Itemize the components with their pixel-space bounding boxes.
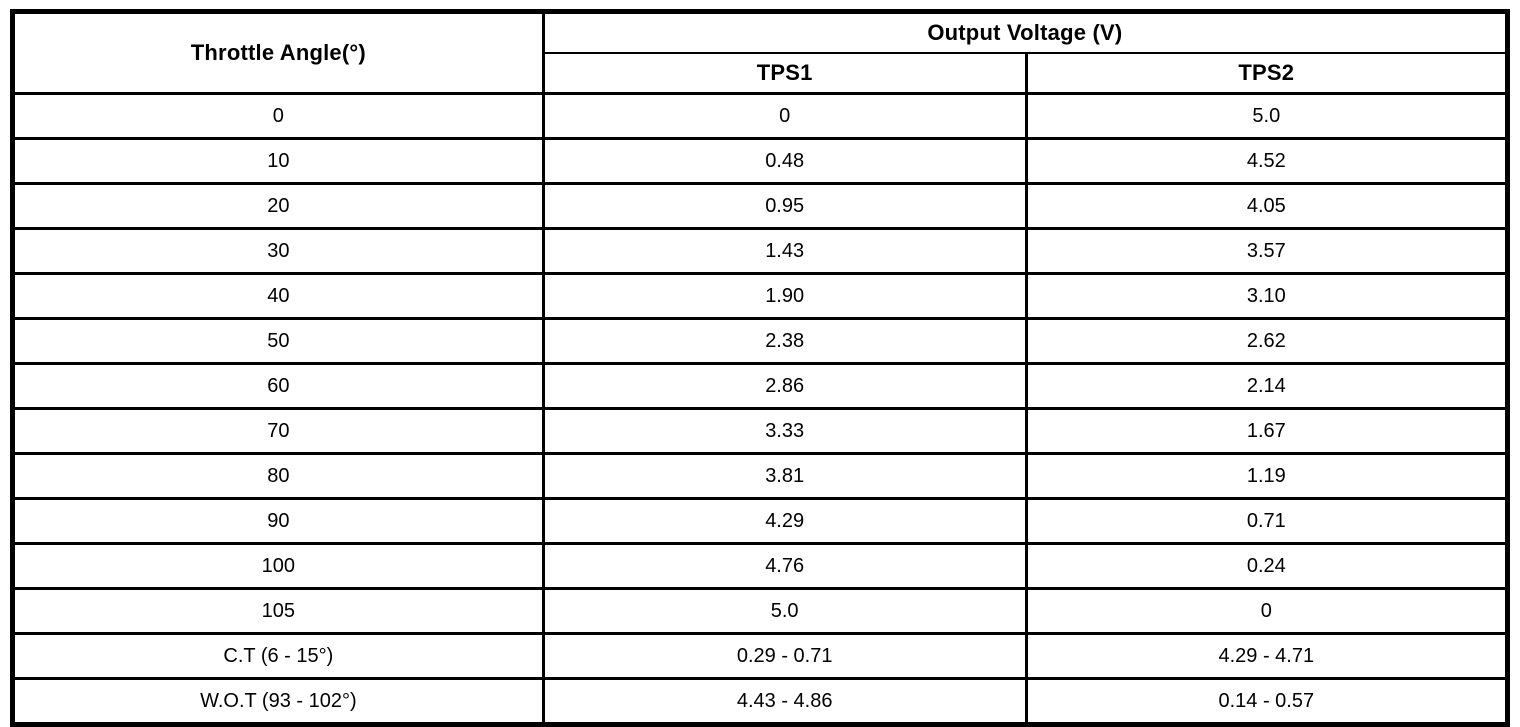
angle-cell: 70 [11, 407, 545, 455]
tps2-cell: 3.57 [1024, 227, 1510, 275]
tps2-cell: 0.24 [1024, 542, 1510, 590]
tps2-cell: 3.10 [1024, 272, 1510, 320]
angle-cell: 100 [11, 542, 545, 590]
header-output-voltage: Output Voltage (V) [541, 10, 1510, 54]
angle-cell: 60 [11, 362, 545, 410]
header-tps2: TPS2 [1024, 52, 1510, 95]
table-row: 50 2.38 2.62 [11, 317, 1510, 365]
angle-cell: 80 [11, 452, 545, 500]
tps2-cell: 1.67 [1024, 407, 1510, 455]
table-row: 10 0.48 4.52 [11, 137, 1510, 185]
tps1-cell: 1.90 [541, 272, 1028, 320]
table-row: 30 1.43 3.57 [11, 227, 1510, 275]
table-row: 20 0.95 4.05 [11, 182, 1510, 230]
table-row: C.T (6 - 15°) 0.29 - 0.71 4.29 - 4.71 [11, 632, 1510, 680]
table-row: 80 3.81 1.19 [11, 452, 1510, 500]
tps1-cell: 0.29 - 0.71 [541, 632, 1028, 680]
tps2-cell: 2.14 [1024, 362, 1510, 410]
angle-cell: 10 [11, 137, 545, 185]
angle-cell: 20 [11, 182, 545, 230]
tps1-cell: 0.95 [541, 182, 1028, 230]
table-row: 40 1.90 3.10 [11, 272, 1510, 320]
table-body: 0 0 5.0 10 0.48 4.52 20 0.95 4.05 30 1.43 3.57 4… [11, 92, 1510, 726]
tps2-cell: 4.52 [1024, 137, 1510, 185]
table-row: 0 0 5.0 [11, 92, 1510, 140]
throttle-position-sensor-table: Throttle Angle(°) Output Voltage (V) TPS… [10, 9, 1510, 727]
tps2-cell: 2.62 [1024, 317, 1510, 365]
tps2-cell: 5.0 [1024, 92, 1510, 140]
angle-cell: C.T (6 - 15°) [11, 632, 545, 680]
tps1-cell: 5.0 [541, 587, 1028, 635]
angle-cell: W.O.T (93 - 102°) [11, 677, 545, 726]
tps2-cell: 1.19 [1024, 452, 1510, 500]
tps1-cell: 4.43 - 4.86 [541, 677, 1028, 726]
tps1-cell: 4.29 [541, 497, 1028, 545]
tps1-cell: 2.38 [541, 317, 1028, 365]
tps2-cell: 0.14 - 0.57 [1024, 677, 1510, 726]
angle-cell: 105 [11, 587, 545, 635]
angle-cell: 0 [11, 92, 545, 140]
angle-cell: 90 [11, 497, 545, 545]
tps2-cell: 4.05 [1024, 182, 1510, 230]
tps1-cell: 4.76 [541, 542, 1028, 590]
header-tps1: TPS1 [541, 52, 1028, 95]
table-row: 90 4.29 0.71 [11, 497, 1510, 545]
angle-cell: 30 [11, 227, 545, 275]
table-row: 70 3.33 1.67 [11, 407, 1510, 455]
angle-cell: 50 [11, 317, 545, 365]
table-row: 105 5.0 0 [11, 587, 1510, 635]
tps2-cell: 4.29 - 4.71 [1024, 632, 1510, 680]
page: Throttle Angle(°) Output Voltage (V) TPS… [10, 9, 1510, 727]
header-throttle-angle: Throttle Angle(°) [11, 10, 545, 95]
table-header: Throttle Angle(°) Output Voltage (V) TPS… [11, 10, 1510, 95]
tps2-cell: 0 [1024, 587, 1510, 635]
angle-cell: 40 [11, 272, 545, 320]
tps1-cell: 0.48 [541, 137, 1028, 185]
tps1-cell: 1.43 [541, 227, 1028, 275]
tps1-cell: 3.81 [541, 452, 1028, 500]
tps1-cell: 0 [541, 92, 1028, 140]
table-row: W.O.T (93 - 102°) 4.43 - 4.86 0.14 - 0.57 [11, 677, 1510, 726]
table-row: 100 4.76 0.24 [11, 542, 1510, 590]
tps2-cell: 0.71 [1024, 497, 1510, 545]
table-row: 60 2.86 2.14 [11, 362, 1510, 410]
tps1-cell: 3.33 [541, 407, 1028, 455]
tps1-cell: 2.86 [541, 362, 1028, 410]
